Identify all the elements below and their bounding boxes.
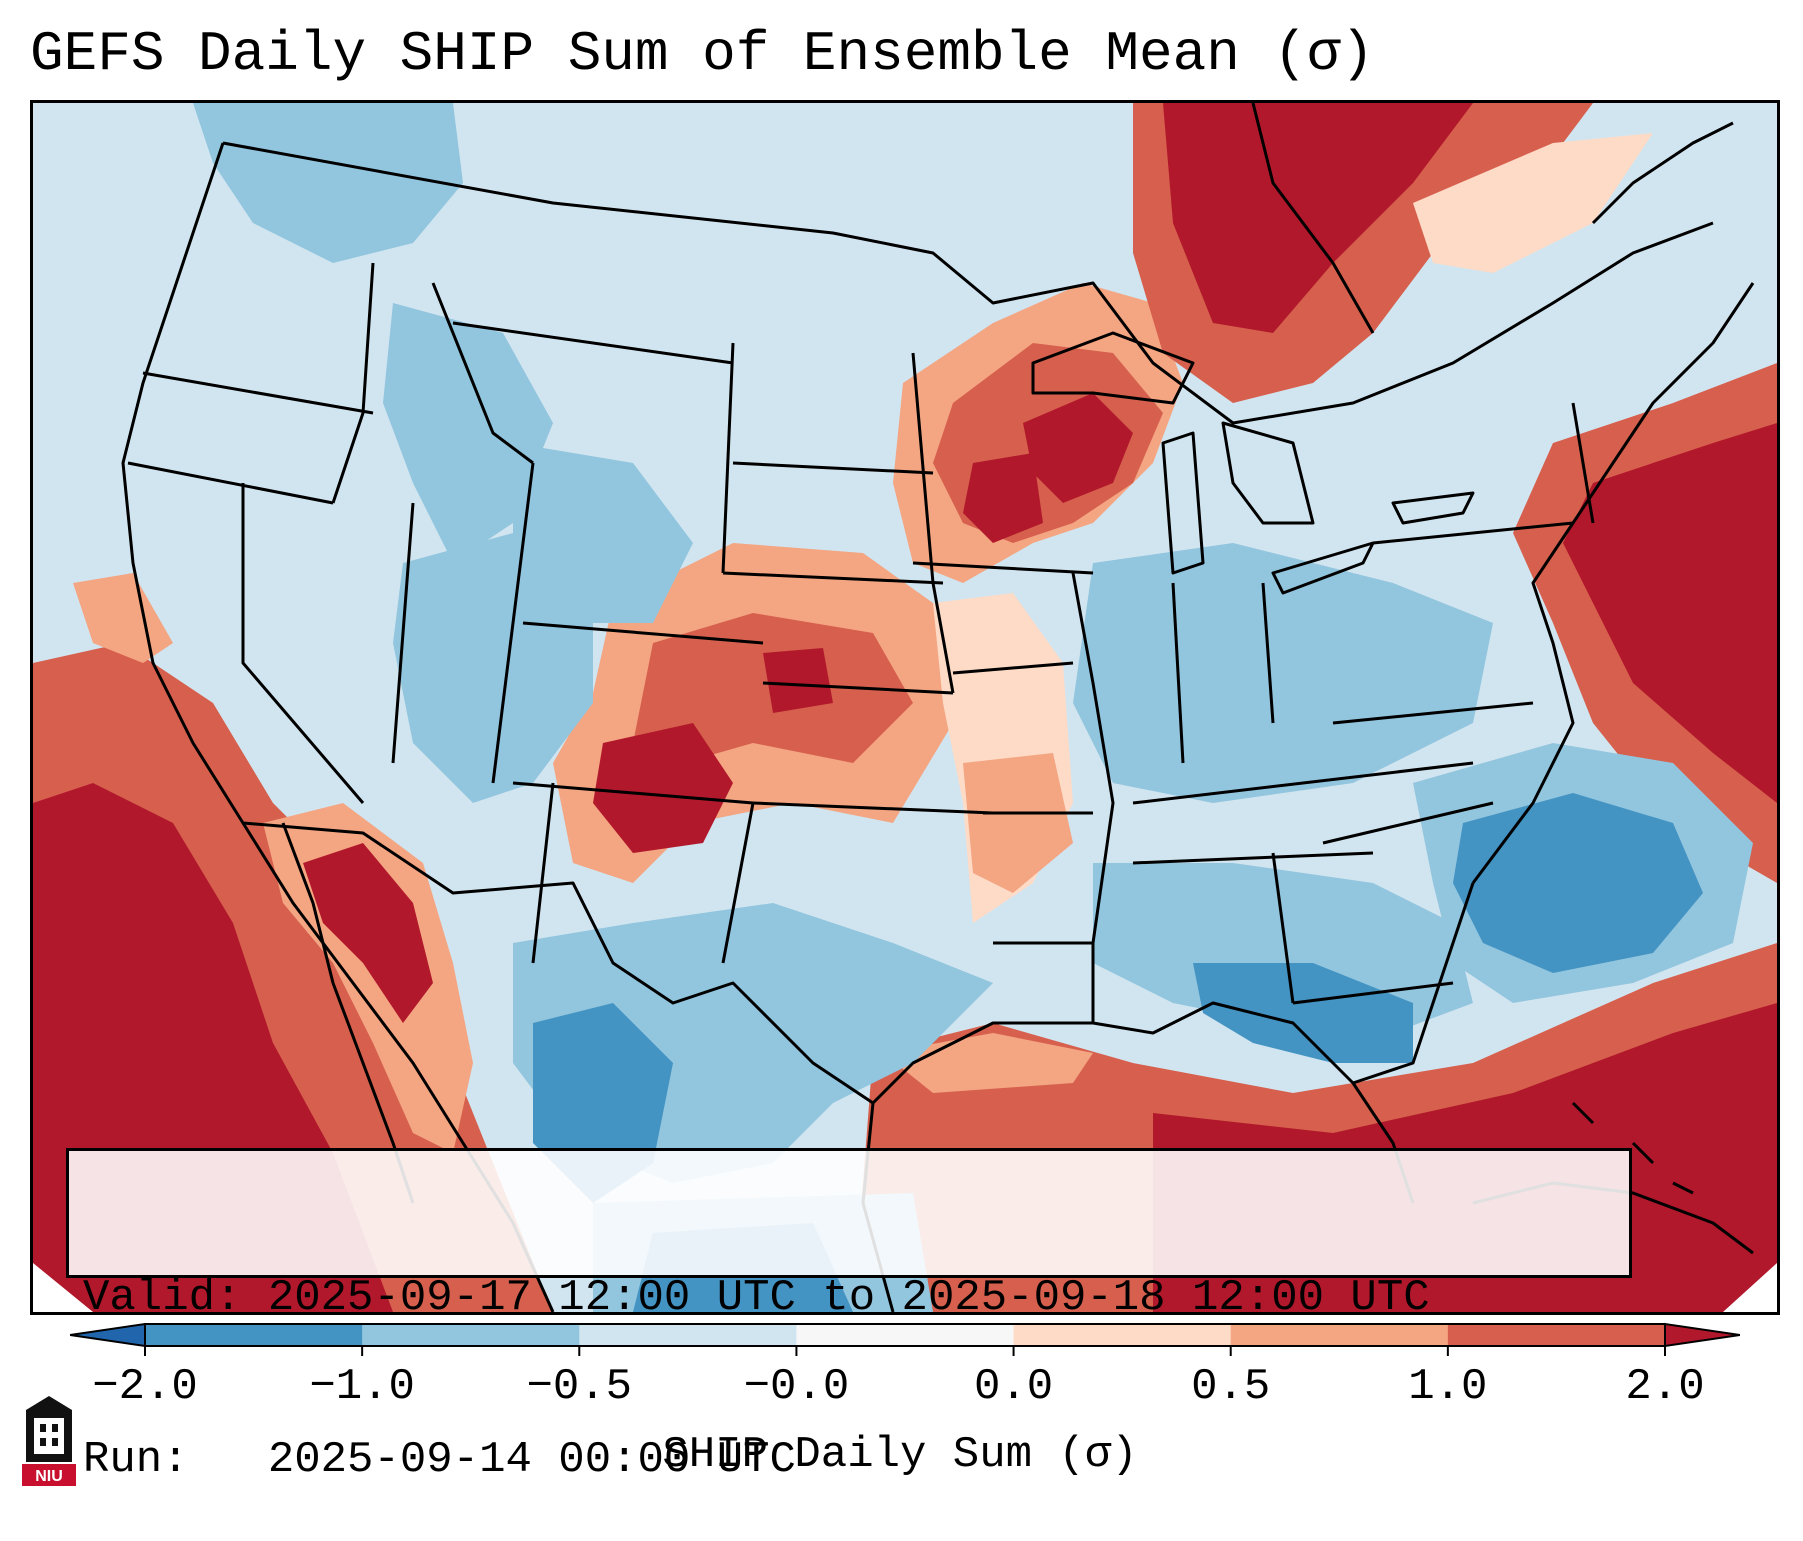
anomaly-region-arkansas bbox=[963, 753, 1073, 893]
map-panel bbox=[30, 100, 1780, 1315]
state-line-ut-co bbox=[491, 462, 535, 784]
state-line-il-in bbox=[1171, 582, 1185, 764]
state-line-dakotas-west bbox=[721, 342, 735, 574]
niu-logo-text: NIU bbox=[35, 1468, 63, 1485]
bahamas-outline bbox=[1571, 1101, 1694, 1195]
state-line-new-england bbox=[1571, 402, 1595, 524]
state-line-ky-tn bbox=[1132, 761, 1474, 805]
colorbar-bin bbox=[1013, 1324, 1232, 1346]
colorbar-tick-label: −0.0 bbox=[743, 1362, 850, 1412]
state-line-oh bbox=[1261, 582, 1275, 724]
state-line-az-nm bbox=[531, 782, 555, 964]
state-line-nv-ut bbox=[391, 502, 415, 764]
pacific-coastline bbox=[121, 142, 555, 1312]
colorbar-tick-label: −0.5 bbox=[526, 1362, 633, 1412]
anomaly-region-ontario-core bbox=[1163, 103, 1473, 333]
anomaly-region-quebec-edge bbox=[1413, 133, 1653, 273]
lake-ontario bbox=[1391, 491, 1475, 525]
anomaly-region-gulf-edge bbox=[883, 1033, 1093, 1093]
state-line-ca-nv bbox=[241, 483, 365, 804]
niu-seal-icon: NIU bbox=[22, 1396, 76, 1486]
us-mexico-border bbox=[242, 821, 874, 1105]
anomaly-region-iowa-core bbox=[963, 453, 1043, 543]
anomaly-region-great-lakes-core bbox=[1023, 393, 1133, 503]
colorbar-bin bbox=[579, 1324, 797, 1346]
florida-coastline bbox=[1352, 882, 1475, 1085]
quebec-coast bbox=[1591, 121, 1734, 225]
colorbar-under-extension bbox=[70, 1322, 146, 1348]
colorbar-over-extension bbox=[1664, 1322, 1740, 1348]
colorbar-bin bbox=[145, 1324, 363, 1346]
anomaly-region-atlantic-core bbox=[1563, 423, 1777, 803]
colorbar-tick-label: 0.5 bbox=[1191, 1362, 1271, 1412]
state-line-al-ga bbox=[1271, 852, 1295, 1004]
boundary-lines bbox=[121, 103, 1755, 1312]
state-line-ms-river bbox=[1071, 572, 1115, 1023]
state-line-pa-ny bbox=[1372, 521, 1574, 545]
anomaly-region-florida-gulf bbox=[1193, 963, 1413, 1063]
state-line-sc-nc bbox=[1322, 801, 1494, 845]
anomaly-region-wyoming bbox=[513, 443, 693, 623]
run-row: Run: 2025-09-14 00:00 UTC bbox=[83, 1433, 1615, 1487]
anomaly-region-rockies bbox=[383, 303, 553, 563]
run-value: 2025-09-14 00:00 UTC bbox=[267, 1435, 796, 1485]
colorbar-tick-label: 2.0 bbox=[1625, 1362, 1705, 1412]
us-canada-border bbox=[222, 141, 1714, 425]
state-line-nm-tx bbox=[721, 802, 755, 964]
colorbar-label: SHIP Daily Sum (σ) bbox=[662, 1430, 1138, 1480]
state-line-wa-or bbox=[142, 371, 374, 415]
state-line-sd-ne bbox=[722, 571, 944, 585]
colorbar-tick-label: 0.0 bbox=[973, 1362, 1054, 1412]
colorbar bbox=[70, 1322, 1740, 1356]
anomaly-region-ohio-valley bbox=[1073, 543, 1493, 803]
validity-info-box: Valid: 2025-09-17 12:00 UTC to 2025-09-1… bbox=[66, 1148, 1632, 1485]
lake-huron bbox=[1221, 421, 1315, 525]
anomaly-region-plains-core bbox=[763, 648, 833, 713]
state-line-or-ca bbox=[127, 461, 334, 505]
colorbar-tick-label: −2.0 bbox=[92, 1362, 198, 1412]
state-line-idaho bbox=[331, 262, 375, 504]
colorbar-bin bbox=[362, 1324, 580, 1346]
lake-erie bbox=[1271, 541, 1375, 595]
state-line-ne-ks bbox=[762, 681, 954, 695]
colorbar-bin bbox=[796, 1324, 1015, 1346]
state-line-co-nm bbox=[512, 781, 754, 805]
colorbar-tick-label: 1.0 bbox=[1408, 1362, 1488, 1412]
anomaly-region-northwest bbox=[193, 103, 463, 263]
colorbar-border bbox=[144, 1323, 1666, 1347]
map-canvas bbox=[33, 103, 1777, 1312]
state-line-tn-ms-al bbox=[1132, 851, 1374, 865]
state-line-nd-sd bbox=[732, 461, 934, 475]
projection-edge-left bbox=[33, 1263, 93, 1312]
run-label: Run: bbox=[83, 1435, 189, 1485]
state-line-ia-mo bbox=[952, 661, 1074, 675]
gulf-coastline bbox=[871, 1001, 1415, 1204]
state-line-dakotas-east bbox=[911, 352, 955, 694]
colorbar-bin bbox=[1447, 1324, 1666, 1346]
hudson-bay-shore bbox=[1251, 103, 1375, 334]
valid-value: 2025-09-17 12:00 UTC to 2025-09-18 12:00… bbox=[267, 1273, 1430, 1323]
valid-label: Valid: bbox=[83, 1273, 242, 1323]
projection-edge-right bbox=[1723, 1263, 1777, 1312]
state-line-ga-fl bbox=[1292, 981, 1454, 1005]
anomaly-region-nm-core bbox=[593, 723, 733, 853]
state-line-id-mt bbox=[431, 282, 534, 465]
colorbar-bin bbox=[1230, 1324, 1449, 1346]
anomaly-region-carolina-core bbox=[1453, 793, 1703, 973]
chart-title: GEFS Daily SHIP Sum of Ensemble Mean (σ) bbox=[30, 22, 1375, 86]
colorbar-tick-label: −1.0 bbox=[309, 1362, 415, 1412]
state-line-mt-wy bbox=[452, 321, 734, 365]
lake-michigan bbox=[1161, 431, 1205, 575]
state-line-mn-ia bbox=[912, 561, 1094, 575]
state-line-va bbox=[1332, 701, 1534, 725]
state-line-wy-co bbox=[522, 621, 764, 645]
state-line-ks-ok bbox=[752, 801, 994, 815]
anomaly-region-gulf-california-core bbox=[303, 843, 433, 1023]
lake-superior bbox=[1031, 331, 1195, 405]
atlantic-coastline bbox=[1471, 282, 1755, 884]
valid-row: Valid: 2025-09-17 12:00 UTC to 2025-09-1… bbox=[83, 1271, 1615, 1325]
